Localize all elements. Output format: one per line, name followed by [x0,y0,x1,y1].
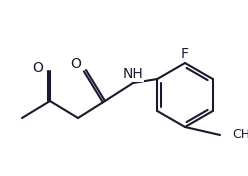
Text: O: O [32,61,43,75]
Text: O: O [71,57,81,71]
Text: CH₃: CH₃ [232,128,248,142]
Text: NH: NH [123,67,143,81]
Text: F: F [181,47,189,61]
